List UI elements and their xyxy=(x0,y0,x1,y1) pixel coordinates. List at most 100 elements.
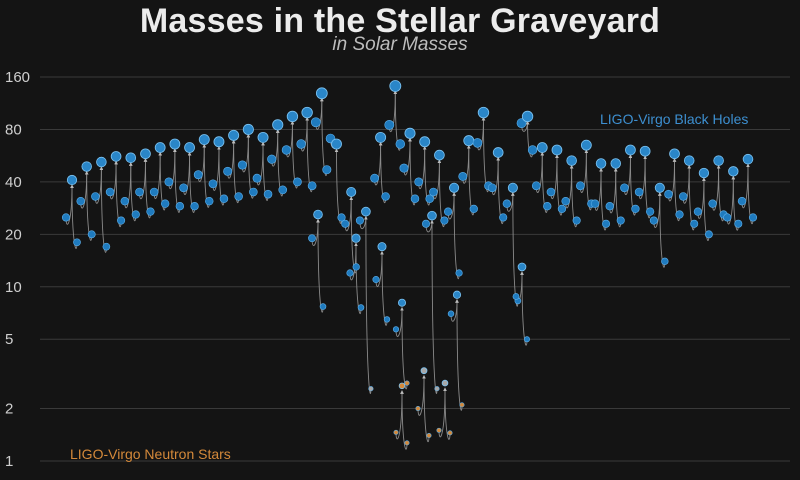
remnant-mass-point xyxy=(331,138,342,150)
remnant-mass-point xyxy=(154,142,166,153)
primary-mass-point xyxy=(415,406,421,412)
secondary-mass-point xyxy=(175,202,185,211)
legend-black-holes: LIGO-Virgo Black Holes xyxy=(600,111,749,127)
secondary-mass-point xyxy=(234,192,243,201)
remnant-mass-point xyxy=(242,123,254,135)
remnant-mass-point xyxy=(169,138,181,150)
merger-arrow xyxy=(466,145,475,216)
remnant-mass-point xyxy=(140,148,151,160)
primary-mass-point xyxy=(164,177,174,187)
primary-mass-point xyxy=(487,183,497,193)
secondary-mass-point xyxy=(557,204,567,214)
remnant-mass-point xyxy=(184,142,195,153)
primary-mass-point xyxy=(237,160,247,170)
remnant-mass-point xyxy=(66,174,78,186)
remnant-mass-point xyxy=(698,167,710,179)
remnant-mass-point xyxy=(110,151,122,162)
primary-mass-point xyxy=(678,192,688,201)
primary-mass-point xyxy=(546,187,556,197)
secondary-mass-point xyxy=(160,199,170,208)
primary-mass-point xyxy=(620,183,629,193)
secondary-mass-point xyxy=(455,269,463,277)
y-tick-label: 1 xyxy=(5,453,13,470)
secondary-mass-point xyxy=(381,192,390,201)
primary-mass-point xyxy=(516,118,527,129)
primary-mass-point xyxy=(723,213,732,222)
chart-subtitle: in Solar Masses xyxy=(332,34,468,55)
primary-mass-point xyxy=(310,117,321,128)
primary-mass-point xyxy=(308,234,316,243)
primary-mass-point xyxy=(120,196,129,206)
remnant-mass-point xyxy=(377,242,387,252)
merger-arrow xyxy=(443,387,451,440)
remnant-mass-point xyxy=(361,206,371,217)
merger-arrow xyxy=(380,251,388,326)
primary-mass-point xyxy=(429,187,438,197)
remnant-mass-point xyxy=(125,152,137,164)
primary-mass-point xyxy=(443,207,453,216)
remnant-mass-point xyxy=(566,155,577,166)
remnant-mass-point xyxy=(434,149,445,161)
secondary-mass-point xyxy=(319,303,327,310)
secondary-mass-point xyxy=(499,213,508,222)
merger-arrow xyxy=(455,299,463,411)
primary-mass-point xyxy=(252,173,262,183)
primary-mass-point xyxy=(693,207,703,216)
remnant-mass-point xyxy=(96,156,107,168)
primary-mass-point xyxy=(355,216,364,225)
merger-arrow xyxy=(305,116,313,193)
y-tick-label: 160 xyxy=(5,69,30,86)
remnant-mass-point xyxy=(713,155,724,166)
primary-mass-point xyxy=(392,326,400,333)
merger-arrow xyxy=(99,166,107,253)
secondary-mass-point xyxy=(404,380,410,386)
remnant-mass-point xyxy=(257,131,269,143)
primary-mass-point xyxy=(605,202,614,211)
secondary-mass-point xyxy=(131,210,140,219)
secondary-mass-point xyxy=(440,216,449,225)
merger-arrow xyxy=(316,218,324,313)
primary-mass-point xyxy=(372,276,380,284)
remnant-mass-point xyxy=(351,233,361,243)
merger-arrow xyxy=(400,307,408,390)
y-tick-label: 10 xyxy=(5,279,22,296)
remnant-mass-point xyxy=(419,136,431,148)
primary-mass-point xyxy=(664,189,673,199)
primary-mass-point xyxy=(267,154,277,164)
merger-arrow xyxy=(430,220,438,394)
secondary-mass-point xyxy=(426,433,432,439)
remnant-mass-point xyxy=(463,135,475,147)
remnant-mass-point xyxy=(315,87,328,100)
remnant-mass-point xyxy=(742,153,754,165)
secondary-mass-point xyxy=(572,216,581,225)
primary-mass-point xyxy=(61,213,71,222)
secondary-mass-point xyxy=(117,216,126,225)
remnant-mass-point xyxy=(346,187,357,197)
remnant-mass-point xyxy=(449,182,460,193)
secondary-mass-point xyxy=(425,194,434,204)
merger-arrow xyxy=(400,390,408,450)
remnant-mass-point xyxy=(683,155,695,166)
remnant-mass-point xyxy=(397,298,407,307)
secondary-mass-point xyxy=(469,204,478,214)
secondary-mass-point xyxy=(307,181,317,191)
remnant-mass-point xyxy=(452,290,462,299)
primary-mass-point xyxy=(179,183,188,193)
secondary-mass-point xyxy=(646,207,655,216)
primary-mass-point xyxy=(149,187,159,197)
remnant-mass-point xyxy=(427,210,437,221)
merger-arrow xyxy=(334,148,342,224)
secondary-mass-point xyxy=(205,196,214,206)
remnant-mass-point xyxy=(625,144,636,156)
primary-mass-point xyxy=(708,199,717,208)
y-tick-label: 80 xyxy=(5,121,22,138)
primary-mass-point xyxy=(502,199,512,208)
primary-mass-point xyxy=(458,171,468,181)
secondary-mass-point xyxy=(616,216,625,225)
chart-title: Masses in the Stellar Graveyard xyxy=(139,2,661,40)
merger-arrow xyxy=(658,192,666,268)
y-tick-label: 5 xyxy=(5,331,13,348)
remnant-mass-point xyxy=(521,110,534,123)
secondary-mass-point xyxy=(675,210,684,219)
